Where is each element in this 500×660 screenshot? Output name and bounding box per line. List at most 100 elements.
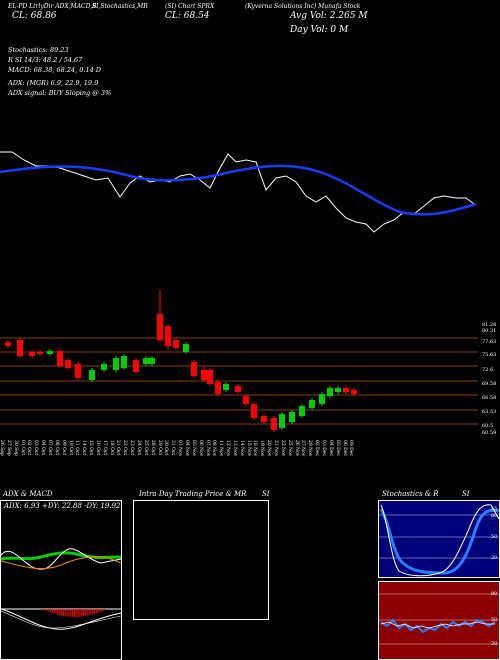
adx-macd-title: ADX & MACD: [3, 490, 53, 498]
rsi-level: 20: [491, 641, 498, 647]
date-label: 04 Nov: [183, 440, 189, 457]
macd-bar: [58, 609, 60, 615]
date-label: 15 Nov: [245, 440, 251, 457]
candle-body: [335, 388, 341, 392]
date-label: 30 Oct: [163, 440, 169, 456]
macd-bar: [43, 609, 45, 610]
macd-bar: [91, 609, 93, 615]
date-label: 16 Oct: [94, 440, 100, 456]
price-line: [0, 151, 475, 233]
macd-value: MACD: 68.38, 68.24, 0.14 D: [8, 66, 102, 74]
price-label: 63.53: [482, 409, 497, 415]
date-label: 09 Dec: [348, 440, 354, 456]
candle-body: [343, 388, 349, 392]
macd-bar: [76, 609, 78, 617]
date-label: 24 Oct: [136, 440, 141, 456]
date-label: 22 Nov: [279, 440, 285, 457]
date-label: 06 Nov: [197, 440, 203, 457]
candle-body: [201, 370, 207, 380]
date-label: 04 Oct: [40, 440, 46, 456]
intraday-title: Intra Day Trading Price & MR: [139, 490, 247, 498]
date-label: 01 Oct: [19, 440, 25, 456]
date-label: 15 Oct: [88, 440, 94, 456]
adx-panel: ADX: 6.93 +DY: 22.88 -DY: 19.92: [0, 500, 122, 660]
date-label: 12 Nov: [225, 440, 231, 457]
date-label: 30 Sep: [12, 440, 18, 456]
macd-bar: [87, 609, 89, 616]
date-label: 27 Sep: [5, 440, 11, 456]
avg-volume: Avg Vol: 2.265 M: [290, 11, 368, 21]
header-title-4: (Kyverna Solutions Inc) Munafa Stock: [245, 3, 361, 10]
date-label: 07 Oct: [46, 440, 52, 456]
date-label: 23 Oct: [129, 440, 135, 456]
candle-body: [191, 362, 197, 376]
price-label: 72.6: [482, 367, 494, 373]
stoch-level: 80: [491, 513, 498, 519]
macd-bar: [65, 609, 67, 617]
candle-body: [327, 388, 333, 396]
date-axis: 26 Sep 27 Sep 30 Sep 01 Oct 02 Oct 03 Oct 04 O…: [0, 440, 500, 480]
macd-bar: [104, 609, 106, 610]
adx-readout: ADX: 6.93 +DY: 22.88 -DY: 19.92: [4, 502, 121, 510]
adx-signal: ADX signal: BUY Sloping @ 3%: [8, 89, 112, 97]
candle-body: [17, 340, 23, 356]
macd-bar: [67, 609, 69, 617]
date-label: 25 Oct: [142, 440, 148, 456]
price-label: 69.58: [482, 381, 497, 387]
candle-body: [251, 404, 257, 418]
candle-body: [261, 416, 267, 422]
date-label: 28 Oct: [149, 440, 155, 456]
stochastics-title: Stochastics & R: [382, 490, 439, 498]
date-label: 27 Nov: [300, 440, 306, 457]
date-label: 18 Oct: [108, 440, 114, 456]
date-label: 08 Nov: [211, 440, 217, 457]
candle-body: [215, 382, 221, 394]
candle-body: [351, 390, 357, 394]
rsi-level: 80: [491, 591, 498, 597]
candle-body: [173, 340, 179, 348]
date-label: 04 Dec: [327, 440, 333, 456]
candle-body: [89, 370, 95, 380]
date-label: 14 Oct: [81, 440, 87, 456]
date-label: 21 Nov: [273, 440, 278, 457]
date-label: 20 Nov: [266, 440, 272, 457]
date-label: 05 Nov: [190, 440, 196, 457]
macd-bar: [49, 609, 51, 613]
macd-bar: [69, 609, 71, 617]
stoch-value-label: 55: [491, 506, 498, 512]
rsi-panel: 80 50 20: [378, 581, 500, 660]
date-label: 08 Oct: [53, 440, 59, 456]
candle-body: [309, 400, 315, 408]
price-label: 80.31: [482, 328, 497, 334]
macd-bar: [96, 609, 98, 613]
macd-bar: [89, 609, 91, 615]
candle-body: [47, 351, 53, 354]
date-label: 29 Oct: [156, 440, 162, 456]
date-label: 01 Nov: [177, 440, 183, 457]
candle-body: [235, 386, 241, 392]
macd-bar: [71, 609, 73, 617]
macd-bar: [78, 609, 80, 617]
date-label: 22 Oct: [122, 440, 128, 456]
date-label: 29 Nov: [307, 440, 313, 457]
candle-body: [75, 364, 81, 378]
macd-bar: [60, 609, 62, 616]
date-label: 11 Nov: [218, 440, 224, 457]
macd-bar: [45, 609, 47, 611]
price-label: 66.58: [482, 395, 497, 401]
candle-body: [101, 364, 107, 370]
date-label: 19 Nov: [259, 440, 265, 457]
candle-body: [133, 360, 139, 372]
price-label: 81.28: [482, 322, 497, 328]
date-label: 25 Nov: [286, 440, 292, 457]
date-label: 05 Dec: [334, 440, 340, 456]
stoch-level: 20: [491, 555, 498, 561]
candle-body: [183, 344, 189, 352]
candle-body: [319, 394, 325, 404]
candle-body: [143, 358, 149, 364]
rsi-value: R SI 14/3: 48.2 / 54.67: [8, 56, 83, 64]
macd-bar: [54, 609, 56, 614]
day-change: CL: 68.86: [12, 11, 57, 21]
candle-body: [57, 351, 63, 366]
macd-bar: [82, 609, 84, 617]
